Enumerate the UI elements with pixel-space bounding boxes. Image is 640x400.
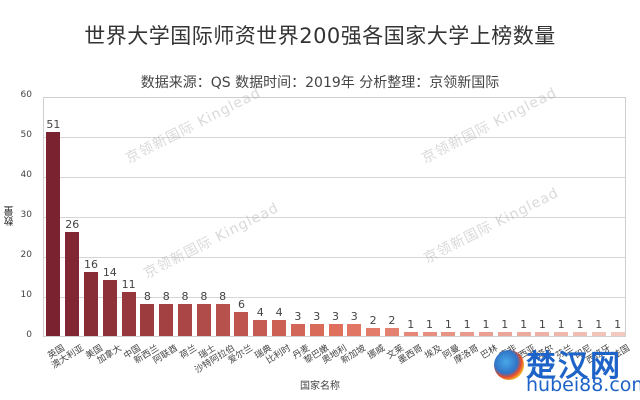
logo-text-cn: 楚汉网 [526, 349, 622, 384]
bar-印尼 [572, 332, 587, 336]
site-logo: 楚汉网 hubei88.com [492, 340, 640, 400]
chart-title: 世界大学国际师资世界200强各国家大学上榜数量 [84, 24, 556, 48]
bar-沙特阿拉伯 [215, 304, 230, 336]
data-label: 4 [275, 306, 283, 319]
y-tick-label: 60 [20, 90, 32, 100]
data-label: 3 [294, 310, 302, 323]
y-tick-label: 50 [20, 130, 32, 140]
data-label: 1 [557, 318, 565, 331]
y-tick-label: 40 [20, 170, 32, 180]
bar-奥地利 [328, 324, 343, 336]
data-label: 2 [369, 314, 377, 327]
data-label: 1 [463, 318, 471, 331]
gridline [44, 257, 625, 258]
bar-比利时 [272, 320, 287, 336]
data-label: 11 [121, 278, 136, 291]
data-label: 3 [313, 310, 321, 323]
bar-卡塔尔 [535, 332, 550, 336]
bar-新加坡 [347, 324, 362, 336]
y-tick-label: 30 [20, 210, 32, 220]
data-label: 1 [407, 318, 415, 331]
data-label: 1 [614, 318, 622, 331]
data-label: 2 [388, 314, 396, 327]
plot-area: 51 26 16 14 11 8 8 8 8 8 6 4 4 3 3 3 3 2 2 1 1 1 1 1 1 1 1 1 1 1 1 [43, 97, 626, 337]
bar-瑞士 [196, 304, 211, 336]
bar-墨西哥 [403, 332, 418, 336]
bar-中国 [121, 292, 136, 336]
bar-马来西亚 [516, 332, 531, 336]
gridline [44, 177, 625, 178]
data-label: 6 [237, 298, 245, 311]
bar-摩洛哥 [460, 332, 475, 336]
bar-埃及 [422, 332, 437, 336]
x-axis-title: 国家名称 [300, 381, 340, 392]
bar-挪威 [366, 328, 381, 336]
data-label: 3 [332, 310, 339, 323]
data-label: 8 [143, 290, 151, 303]
data-label: 1 [520, 318, 528, 331]
data-label: 14 [102, 266, 117, 279]
bar-南非 [497, 332, 512, 336]
data-label: 1 [576, 318, 584, 331]
bar-美国 [84, 272, 99, 336]
bar-英国 [46, 132, 61, 336]
bar-芬兰 [554, 332, 569, 336]
globe-logo-icon [494, 350, 524, 380]
bar-荷兰 [178, 304, 193, 336]
bar-阿曼 [441, 332, 456, 336]
bar-文莱 [384, 328, 399, 336]
data-label: 8 [200, 290, 208, 303]
bar-瑞典 [253, 320, 268, 336]
bar-加拿大 [102, 280, 117, 336]
data-label: 8 [181, 290, 189, 303]
data-label: 4 [256, 306, 264, 319]
bar-法国 [610, 332, 625, 336]
y-tick-label: 20 [20, 250, 32, 260]
data-label: 1 [426, 318, 434, 331]
data-label: 8 [162, 290, 170, 303]
bar-丹麦 [290, 324, 305, 336]
bar-爱尔兰 [234, 312, 249, 336]
gridline [44, 137, 625, 138]
bar-阿联酋 [159, 304, 174, 336]
data-label: 1 [444, 318, 452, 331]
bar-澳大利亚 [65, 232, 80, 336]
bar-西班牙 [591, 332, 606, 336]
y-tick-label: 10 [20, 290, 32, 300]
bar-新西兰 [140, 304, 155, 336]
data-label: 8 [219, 290, 227, 303]
gridline [44, 217, 625, 218]
data-label: 26 [65, 218, 80, 231]
data-label: 3 [350, 310, 358, 323]
bar-黎巴嫩 [309, 324, 324, 336]
data-label: 1 [482, 318, 490, 331]
data-label: 1 [595, 318, 603, 331]
logo-text-en: hubei88.com [526, 374, 640, 396]
data-label: 51 [46, 118, 61, 131]
data-label: 1 [538, 318, 546, 331]
data-label: 1 [501, 318, 509, 331]
bar-巴林 [478, 332, 493, 336]
data-label: 16 [84, 258, 99, 271]
chart-subtitle: 数据来源：QS 数据时间：2019年 分析整理：京领新国际 [140, 75, 500, 91]
y-tick-label: 0 [26, 330, 32, 340]
gridline [44, 297, 625, 298]
